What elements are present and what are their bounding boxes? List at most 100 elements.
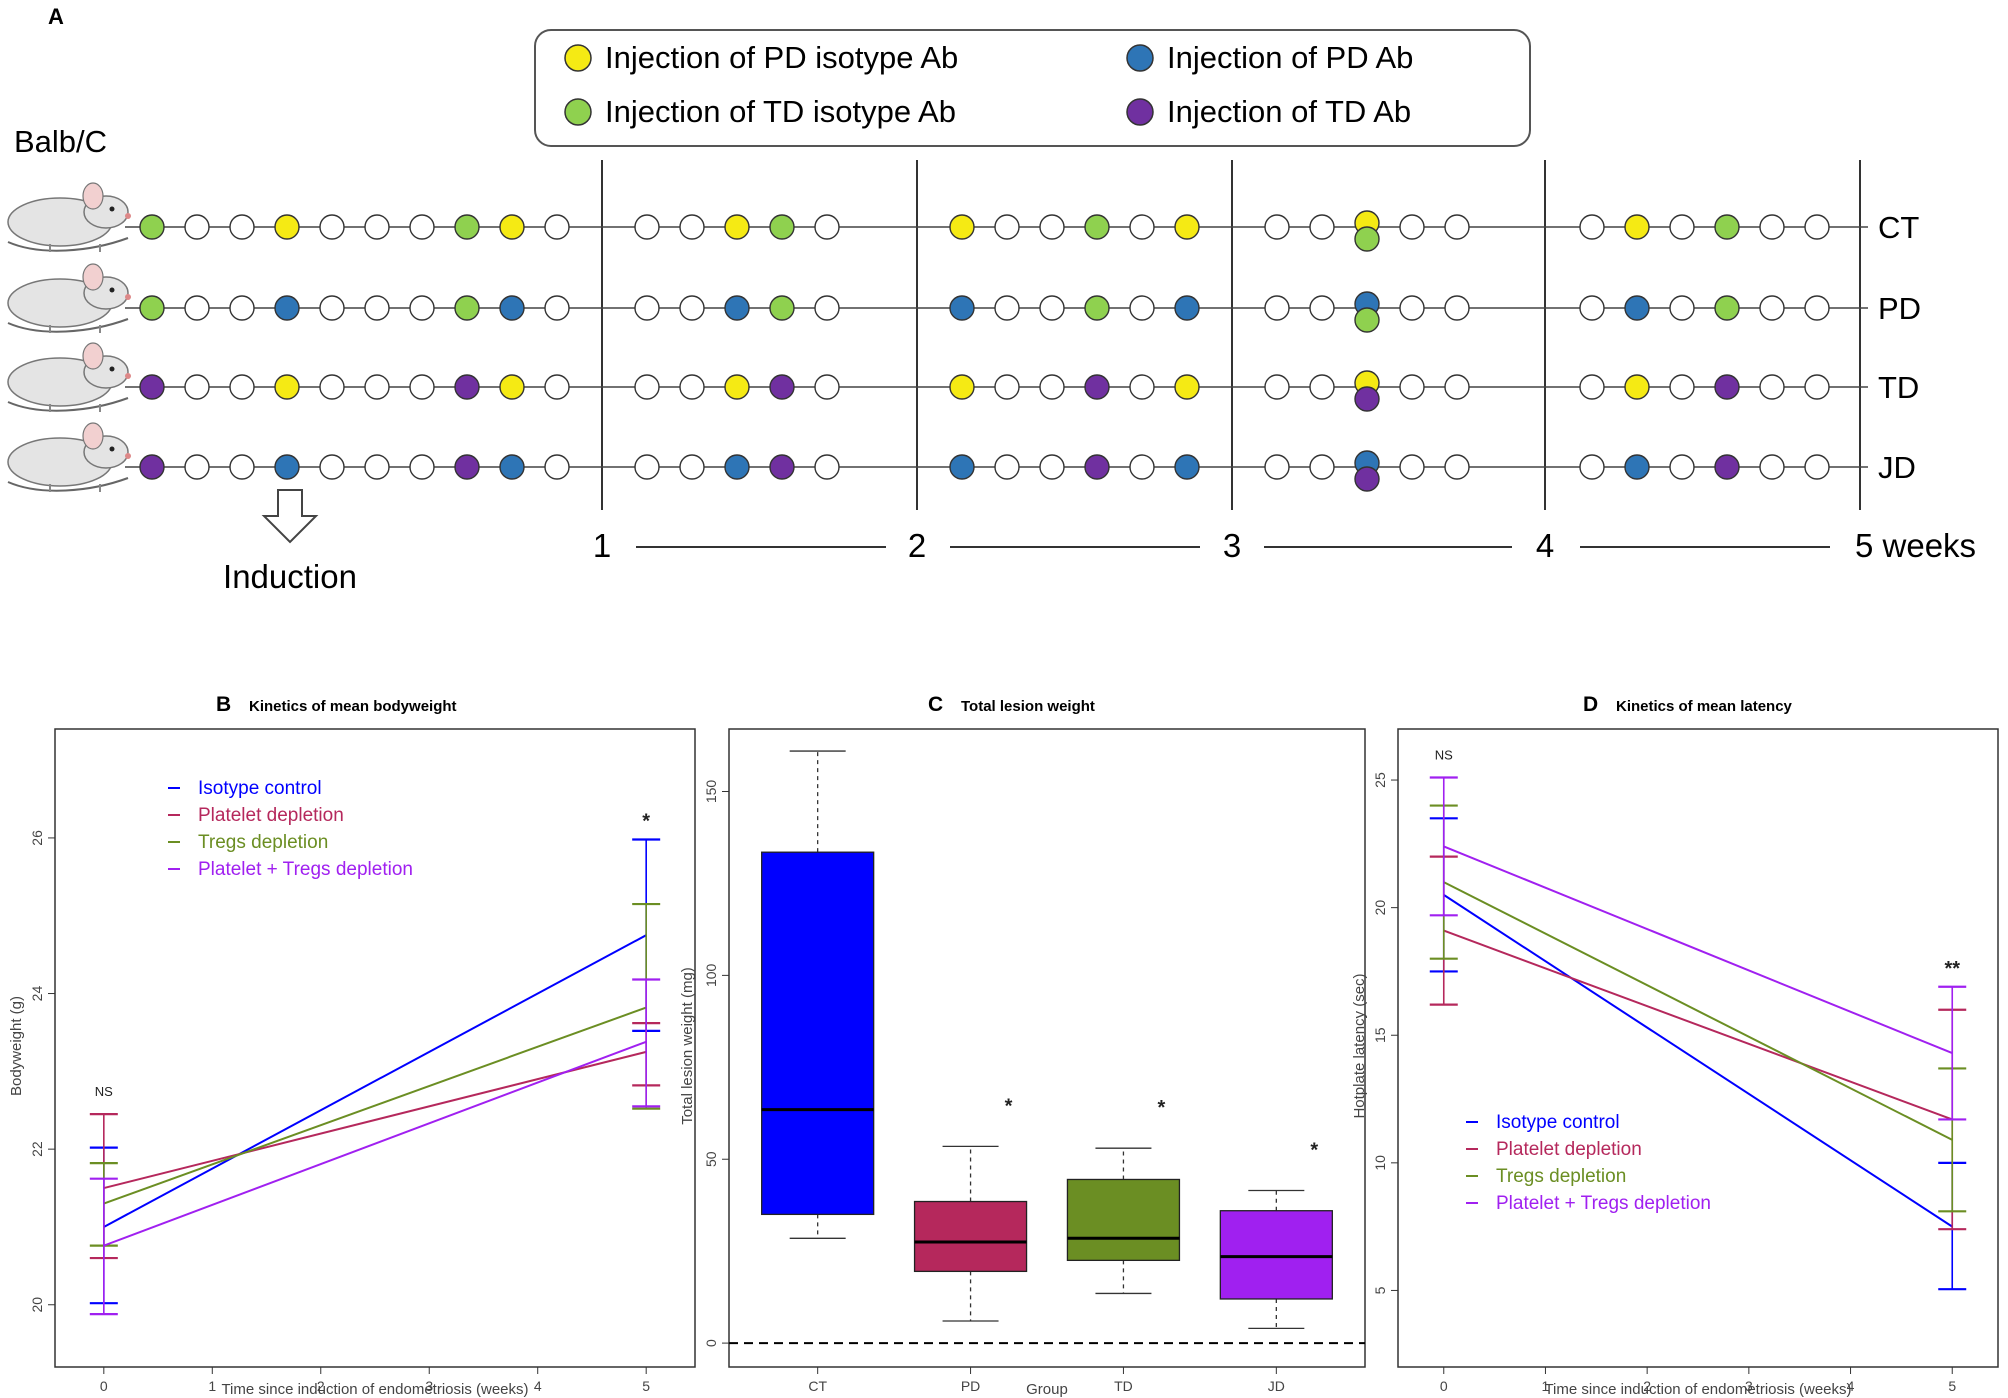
day-dot-empty [634, 214, 660, 240]
day-dot-empty [184, 295, 210, 321]
series-line-tregs-depletion [103, 1006, 647, 1205]
day-dot-empty [229, 454, 255, 480]
panel-c-title: Total lesion weight [961, 698, 1095, 715]
y-tick-label: 150 [703, 780, 719, 804]
panel-d-latency-chart: D Kinetics of mean latency 0 1 2 3 4 5 5 10 15 20… [1351, 693, 1999, 1398]
mouse-ear-icon [82, 182, 104, 210]
panel-d-ylabel: Hotplate latency (sec) [1351, 973, 1368, 1118]
day-dot-empty [1039, 295, 1065, 321]
y-tick-label: 15 [1372, 1027, 1388, 1043]
injection-dot-td [139, 454, 165, 480]
legend-label-platelet-depletion: Platelet depletion [1496, 1139, 1642, 1160]
day-dot-empty [679, 454, 705, 480]
injection-dot-td [1714, 374, 1740, 400]
mouse-nose-icon [125, 453, 131, 459]
mouse-ear-icon [82, 263, 104, 291]
panel-b-xlabel: Time since induction of endometriosis (w… [221, 1381, 528, 1398]
day-dot-empty [364, 295, 390, 321]
injection-dot-pd [499, 454, 525, 480]
injection-dot-td [139, 374, 165, 400]
series-line-tregs-depletion [1443, 881, 1953, 1141]
panel-d-xlabel: Time since induction of endometriosis (w… [1544, 1381, 1851, 1398]
day-dot-empty [814, 295, 840, 321]
day-dot-empty [409, 295, 435, 321]
mouse-nose-icon [125, 213, 131, 219]
injection-dot-td [1084, 214, 1110, 240]
day-dot-empty [544, 374, 570, 400]
legend-swatch-pd-ab [1126, 44, 1154, 72]
injection-dot-td [454, 214, 480, 240]
day-dot-empty [1669, 295, 1695, 321]
day-dot-empty [184, 454, 210, 480]
day-dot-empty [184, 374, 210, 400]
day-dot-empty [409, 214, 435, 240]
series-platelet-tregs-depletion [89, 978, 661, 1316]
day-dot-empty [1579, 295, 1605, 321]
day-dot-empty [1669, 374, 1695, 400]
day-dot-empty [229, 214, 255, 240]
injection-dot-td [454, 374, 480, 400]
timeline-rows: CT PD TD JD [125, 210, 1921, 492]
x-tick-label: 1 [208, 1378, 216, 1394]
week-label-3: 3 [1223, 527, 1241, 564]
panel-b-ylabel: Bodyweight (g) [8, 996, 25, 1096]
mouse-eye-icon [109, 287, 115, 293]
mouse-eye-icon [109, 446, 115, 452]
series-line-isotype-control [103, 934, 647, 1228]
timeline-row-jd: JD [125, 450, 1916, 492]
series-isotype-control [89, 838, 661, 1305]
mouse-icon [7, 342, 131, 412]
group-label-jd: JD [1878, 450, 1916, 485]
mouse-icons [7, 182, 131, 492]
injection-dot-td [139, 295, 165, 321]
injection-dot-pd [1174, 214, 1200, 240]
injection-dot-pd [274, 214, 300, 240]
injection-legend-box [534, 29, 1531, 147]
legend-label-platelet-depletion: Platelet depletion [198, 805, 344, 826]
day-dot-empty [1309, 214, 1335, 240]
injection-dot-td [454, 295, 480, 321]
mouse-icon [7, 263, 131, 333]
mouse-icon [7, 182, 131, 252]
injection-dot-td [769, 214, 795, 240]
y-tick-label: 10 [1372, 1155, 1388, 1171]
series-platelet-tregs-depletion [1429, 776, 1967, 1121]
day-dot-empty [994, 295, 1020, 321]
injection-dot-pd [1624, 454, 1650, 480]
legend-label-pd-isotype: Injection of PD isotype Ab [605, 40, 958, 75]
legend-label-isotype-control: Isotype control [198, 778, 322, 799]
day-dot-empty [634, 295, 660, 321]
day-dot-empty [814, 374, 840, 400]
legend-swatch-td-ab [1126, 98, 1154, 126]
mouse-ear-icon [82, 342, 104, 370]
day-dot-empty [1129, 374, 1155, 400]
x-tick-label: JD [1268, 1378, 1285, 1394]
injection-dot-pd [274, 295, 300, 321]
x-tick-label: 4 [534, 1378, 542, 1394]
y-tick-label: 22 [29, 1141, 45, 1157]
injection-dot-pd [1624, 295, 1650, 321]
day-dot-empty [1804, 214, 1830, 240]
panel-c-xlabel: Group [1026, 1381, 1068, 1398]
day-dot-empty [1444, 214, 1470, 240]
significance-label: ** [1944, 958, 1960, 980]
panel-b-series: NS * [89, 810, 661, 1316]
injection-dot-pd [949, 454, 975, 480]
day-dot-empty [814, 454, 840, 480]
day-dot-empty [184, 214, 210, 240]
significance-label: NS [1435, 747, 1453, 762]
box-iqr-td [1066, 1178, 1181, 1262]
week-label-2: 2 [908, 527, 926, 564]
x-tick-label: TD [1114, 1378, 1133, 1394]
mouse-nose-icon [125, 294, 131, 300]
day-dot-empty [1309, 374, 1335, 400]
panel-d-legend: Isotype control Platelet depletion Tregs d… [1466, 1112, 1711, 1214]
x-tick-label: 0 [100, 1378, 108, 1394]
day-dot-empty [1399, 214, 1425, 240]
day-dot-empty [1399, 295, 1425, 321]
y-tick-label: 100 [703, 963, 719, 987]
significance-star: * [1158, 1097, 1166, 1119]
day-dot-empty [634, 374, 660, 400]
mouse-icon [7, 422, 131, 492]
